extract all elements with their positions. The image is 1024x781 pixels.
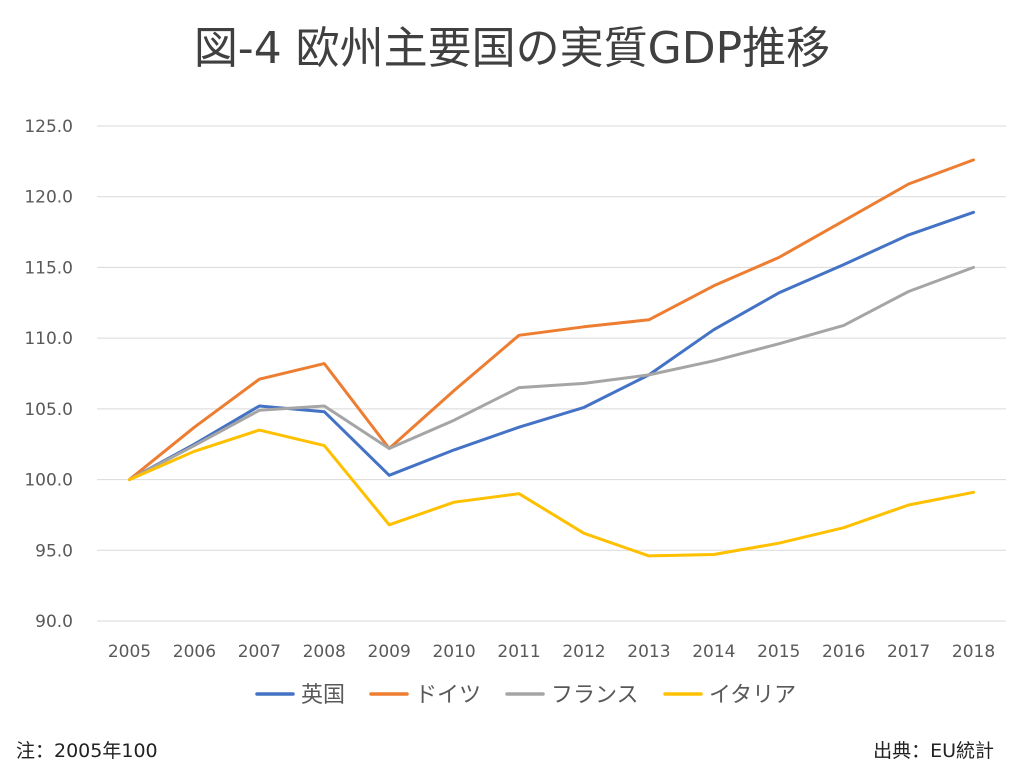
gridlines [97, 125, 1006, 622]
y-axis-tick-labels: 125.0 120.0 115.0 110.0 105.0 100.0 95.0 90.0 [24, 117, 73, 632]
y-tick-label: 90.0 [35, 612, 73, 632]
x-tick-label: 2017 [887, 642, 930, 662]
series-line-3 [128, 428, 975, 558]
y-tick-label: 100.0 [24, 471, 73, 491]
x-tick-label: 2006 [173, 642, 216, 662]
legend-item: フランス [505, 683, 639, 708]
x-tick-label: 2008 [303, 642, 346, 662]
legend-item: ドイツ [369, 683, 481, 708]
legend-item: イタリア [663, 683, 796, 708]
x-tick-label: 2010 [432, 642, 475, 662]
x-tick-label: 2018 [952, 642, 995, 662]
x-tick-label: 2005 [108, 642, 151, 662]
x-tick-label: 2011 [497, 642, 540, 662]
legend-item: 英国 [255, 683, 345, 708]
footnote-source: 出典：EU統計 [873, 740, 994, 762]
x-tick-label: 2012 [562, 642, 605, 662]
y-tick-label: 95.0 [35, 541, 73, 561]
series-line-2 [128, 265, 975, 482]
series-line-1 [128, 158, 975, 482]
legend: 英国 ドイツ フランス イタリア [255, 683, 796, 708]
legend-label: イタリア [709, 683, 796, 708]
x-tick-label: 2007 [238, 642, 281, 662]
x-tick-label: 2009 [368, 642, 411, 662]
x-tick-label: 2016 [822, 642, 865, 662]
series-line-0 [128, 210, 975, 482]
x-tick-label: 2013 [627, 642, 670, 662]
chart-title: 図-4 欧州主要国の実質GDP推移 [193, 23, 831, 74]
y-tick-label: 120.0 [24, 188, 73, 208]
x-tick-label: 2014 [692, 642, 735, 662]
footnote-base-year: 注：2005年100 [16, 740, 158, 762]
legend-label: フランス [551, 683, 639, 708]
x-axis-tick-labels: 2005 2006 2007 2008 2009 2010 2011 2012 2013 2014… [108, 642, 995, 662]
x-tick-label: 2015 [757, 642, 800, 662]
y-tick-label: 105.0 [24, 400, 73, 420]
y-tick-label: 115.0 [24, 258, 73, 278]
legend-label: 英国 [301, 683, 345, 708]
series-lines [128, 158, 975, 558]
legend-label: ドイツ [415, 683, 481, 708]
y-tick-label: 125.0 [24, 117, 73, 137]
y-tick-label: 110.0 [24, 329, 73, 349]
